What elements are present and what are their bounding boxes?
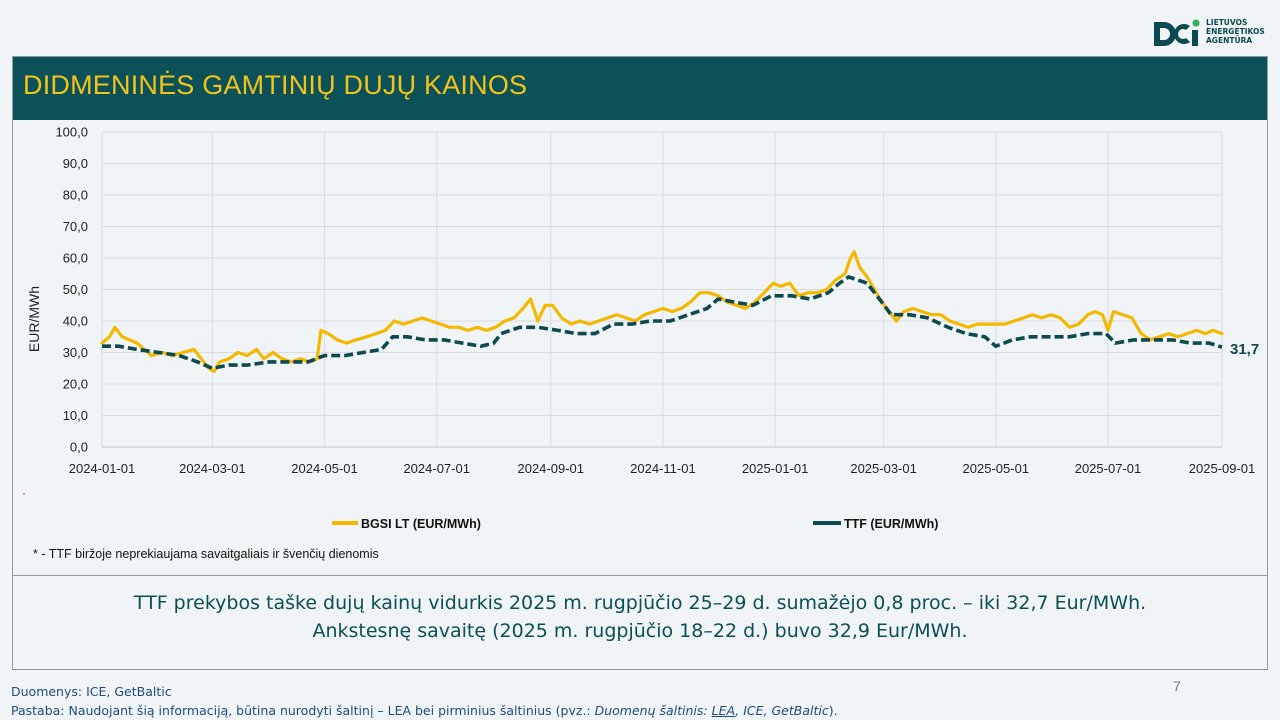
- chart-legend: BGSI LT (EUR/MWh) TTF (EUR/MWh): [332, 517, 938, 531]
- y-tick-label: 90,0: [63, 156, 88, 171]
- footnote: * - TTF biržoje neprekiaujama savaitgali…: [33, 547, 379, 561]
- usage-note-italic: Duomenų šaltinis:: [594, 703, 712, 718]
- x-axis-ticks: 2024-01-01 2024-03-01 2024-05-01 2024-07-01…: [69, 461, 1256, 476]
- usage-note-suffix: ).: [828, 703, 838, 718]
- series-line-bgsi: [100, 250, 1224, 373]
- usage-note-italic-rest: , ICE, GetBaltic: [735, 703, 829, 718]
- legend-item-ttf[interactable]: TTF (EUR/MWh): [813, 517, 938, 531]
- page-title: DIDMENINĖS GAMTINIŲ DUJŲ KAINOS: [23, 70, 528, 100]
- price-line-chart: 0,0 10,0 20,0 30,0 40,0 50,0 60,0 70,0 80,0 90,0 1…: [23, 125, 1259, 531]
- lea-link[interactable]: LEA: [711, 703, 736, 718]
- title-bar: DIDMENINĖS GAMTINIŲ DUJŲ KAINOS: [13, 57, 1267, 120]
- x-tick-label: 2024-07-01: [403, 461, 470, 476]
- chart-series: [100, 250, 1224, 373]
- legend-label-ttf: TTF (EUR/MWh): [844, 517, 938, 531]
- usage-note-prefix: Pastaba: Naudojant šią informaciją, būti…: [11, 703, 595, 718]
- logo-line-3: AGENTŪRA: [1206, 36, 1253, 45]
- lea-logo-text: LIETUVOS ENERGETIKOS AGENTŪRA: [1206, 18, 1276, 45]
- stray-dot: [23, 493, 25, 495]
- y-tick-label: 50,0: [63, 282, 88, 297]
- logo-line-2: ENERGETIKOS: [1206, 27, 1265, 36]
- legend-label-bgsi: BGSI LT (EUR/MWh): [361, 517, 481, 531]
- summary-line-2: Ankstesnę savaitę (2025 m. rugpjūčio 18–…: [312, 620, 968, 642]
- series-line-ttf: [102, 275, 1223, 371]
- source-notes: Duomenys: ICE, GetBaltic Pastaba: Naudoj…: [11, 682, 838, 720]
- slide-frame: DIDMENINĖS GAMTINIŲ DUJŲ KAINOS 0,0 10,0 2…: [12, 56, 1268, 670]
- x-tick-label: 2024-03-01: [179, 461, 246, 476]
- divider: [13, 575, 1267, 576]
- y-tick-label: 40,0: [63, 314, 88, 329]
- summary-box: TTF prekybos taške dujų kainų vidurkis 2…: [13, 589, 1267, 645]
- y-tick-label: 10,0: [63, 408, 88, 423]
- y-axis-label: EUR/MWh: [26, 286, 42, 352]
- y-tick-label: 20,0: [63, 377, 88, 392]
- x-tick-label: 2025-05-01: [963, 461, 1030, 476]
- y-tick-label: 0,0: [70, 440, 88, 455]
- chart-gridlines: [101, 131, 1223, 448]
- y-tick-label: 60,0: [63, 251, 88, 266]
- x-tick-label: 2024-11-01: [630, 461, 696, 476]
- y-axis-ticks: 0,0 10,0 20,0 30,0 40,0 50,0 60,0 70,0 80,0 90,0 1…: [55, 125, 88, 455]
- source-line: Duomenys: ICE, GetBaltic: [11, 684, 172, 699]
- y-tick-label: 30,0: [63, 345, 88, 360]
- lea-logo-icon: [1154, 19, 1200, 46]
- y-tick-label: 100,0: [55, 125, 88, 140]
- x-tick-label: 2024-05-01: [291, 461, 358, 476]
- lea-logo: LIETUVOS ENERGETIKOS AGENTŪRA: [1150, 16, 1270, 52]
- x-tick-label: 2024-01-01: [69, 461, 136, 476]
- summary-line-1: TTF prekybos taške dujų kainų vidurkis 2…: [133, 592, 1147, 614]
- y-tick-label: 70,0: [63, 219, 88, 234]
- y-tick-label: 80,0: [63, 188, 88, 203]
- logo-line-1: LIETUVOS: [1206, 18, 1248, 27]
- x-tick-label: 2025-09-01: [1189, 461, 1256, 476]
- usage-note: Pastaba: Naudojant šią informaciją, būti…: [11, 701, 838, 720]
- x-tick-label: 2025-07-01: [1075, 461, 1142, 476]
- x-tick-label: 2024-09-01: [517, 461, 584, 476]
- page-number: 7: [1173, 678, 1181, 694]
- legend-item-bgsi[interactable]: BGSI LT (EUR/MWh): [332, 517, 481, 531]
- ttf-end-label: 31,7: [1230, 341, 1259, 358]
- x-tick-label: 2025-01-01: [742, 461, 809, 476]
- x-tick-label: 2025-03-01: [850, 461, 917, 476]
